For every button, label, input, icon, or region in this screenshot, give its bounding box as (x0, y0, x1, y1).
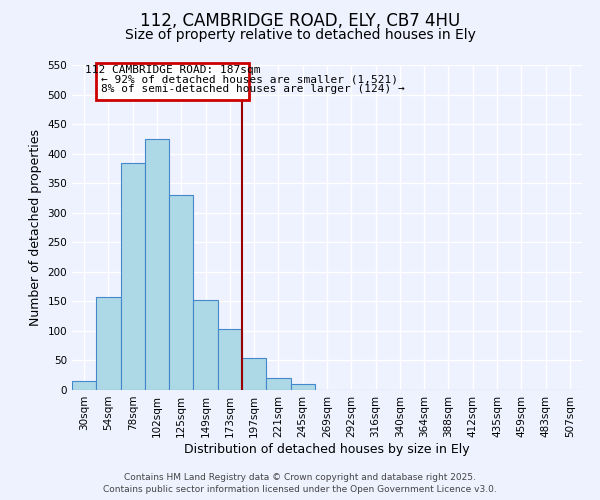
Text: 8% of semi-detached houses are larger (124) →: 8% of semi-detached houses are larger (1… (101, 84, 405, 94)
Bar (266, 378, 290, 390)
Bar (242, 358, 266, 390)
Bar (169, 195, 193, 390)
Text: Contains HM Land Registry data © Crown copyright and database right 2025.: Contains HM Land Registry data © Crown c… (124, 472, 476, 482)
Bar (290, 384, 315, 390)
Bar (121, 162, 145, 390)
Text: ← 92% of detached houses are smaller (1,521): ← 92% of detached houses are smaller (1,… (101, 74, 398, 85)
Bar (193, 300, 218, 390)
Text: 112, CAMBRIDGE ROAD, ELY, CB7 4HU: 112, CAMBRIDGE ROAD, ELY, CB7 4HU (140, 12, 460, 30)
Text: Size of property relative to detached houses in Ely: Size of property relative to detached ho… (125, 28, 475, 42)
FancyBboxPatch shape (96, 63, 249, 100)
Bar (72, 381, 96, 390)
Text: 112 CAMBRIDGE ROAD: 187sqm: 112 CAMBRIDGE ROAD: 187sqm (85, 65, 260, 75)
Bar (96, 297, 121, 390)
Bar (218, 329, 242, 390)
Y-axis label: Number of detached properties: Number of detached properties (29, 129, 42, 326)
Bar (145, 139, 169, 390)
X-axis label: Distribution of detached houses by size in Ely: Distribution of detached houses by size … (184, 442, 470, 456)
Text: Contains public sector information licensed under the Open Government Licence v3: Contains public sector information licen… (103, 485, 497, 494)
